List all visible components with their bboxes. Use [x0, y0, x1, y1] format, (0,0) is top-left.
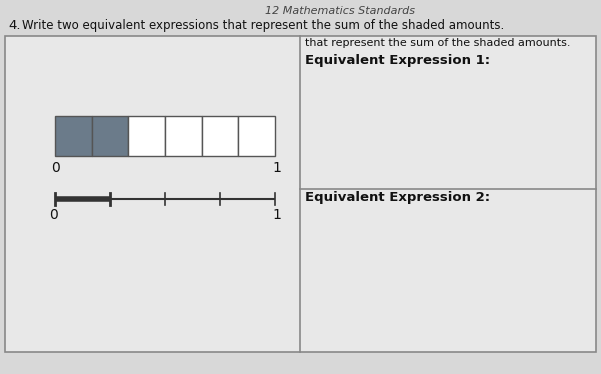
Text: 1: 1: [273, 208, 281, 222]
Bar: [55, 116, 92, 156]
Text: 0: 0: [50, 161, 59, 175]
Bar: [239, 116, 275, 156]
Text: Write two equivalent expressions that represent the sum of the shaded amounts.: Write two equivalent expressions that re…: [22, 19, 504, 32]
Bar: [5, 36, 596, 352]
Text: 1: 1: [273, 161, 281, 175]
Bar: [165, 116, 202, 156]
Bar: [92, 116, 129, 156]
Text: Equivalent Expression 2:: Equivalent Expression 2:: [305, 191, 490, 204]
Bar: [129, 116, 165, 156]
Text: 4.: 4.: [8, 19, 20, 32]
Bar: [202, 116, 239, 156]
Text: 0: 0: [49, 208, 57, 222]
Text: Equivalent Expression 1:: Equivalent Expression 1:: [305, 54, 490, 67]
Text: that represent the sum of the shaded amounts.: that represent the sum of the shaded amo…: [305, 38, 570, 48]
Text: 12 Mathematics Standards: 12 Mathematics Standards: [265, 6, 415, 16]
